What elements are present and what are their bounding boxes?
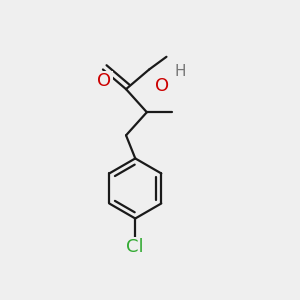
Text: O: O: [97, 72, 111, 90]
Text: H: H: [175, 64, 186, 79]
Text: O: O: [155, 77, 169, 95]
Text: Cl: Cl: [127, 238, 144, 256]
